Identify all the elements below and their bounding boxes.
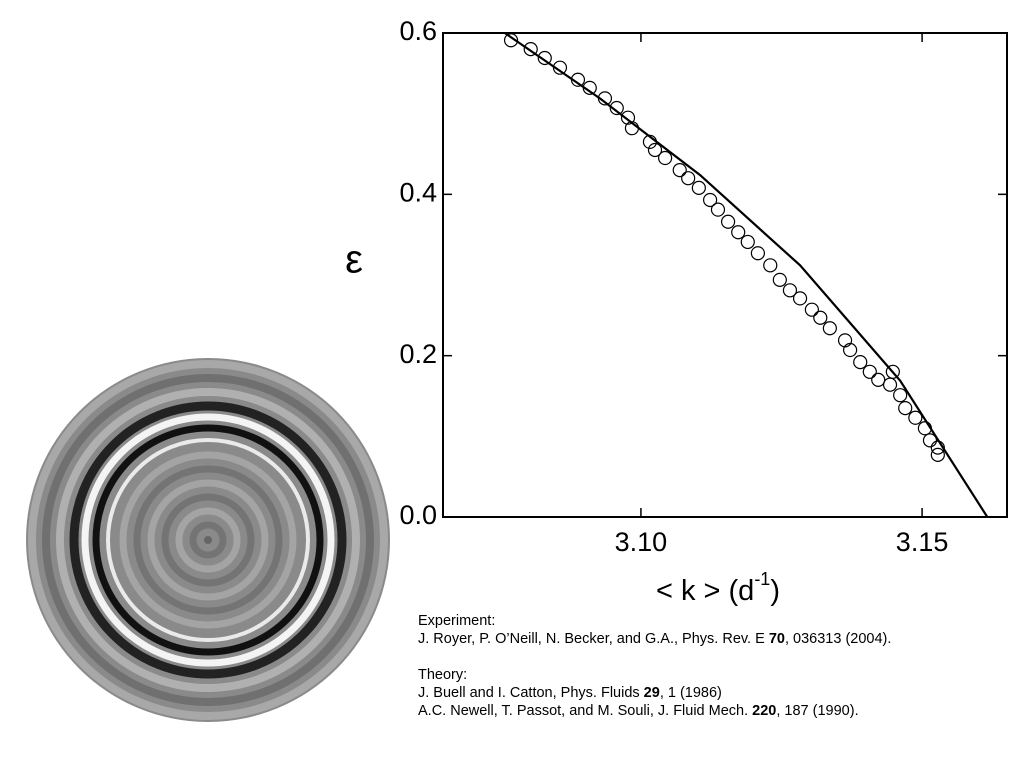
data-point [908,410,923,425]
data-point [740,234,755,250]
data-point [782,283,798,298]
data-point [837,333,853,348]
data-point [681,171,696,186]
data-point [658,150,673,166]
data-point [647,142,663,158]
data-point [853,355,868,370]
reference-text: , 036313 (2004). [784,631,892,647]
data-point [893,388,908,403]
data-point [763,258,778,273]
reference-line: A.C. Newell, T. Passot, and M. Souli, J.… [418,702,891,720]
data-point [922,433,938,448]
data-point [620,110,636,125]
data-point [691,180,706,195]
data-point [871,372,886,387]
reference-text: 29 [643,685,660,701]
plot-frame [442,32,1008,518]
reference-block: Theory: J. Buell and I. Catton, Phys. Flu… [418,666,891,720]
data-point [885,364,900,379]
data-point [731,225,746,240]
reference-line: J. Buell and I. Catton, Phys. Fluids 29,… [418,684,891,702]
y-tick-label: 0.2 [399,339,437,369]
data-point [750,246,765,261]
reference-block: Experiment: J. Royer, P. O’Neill, N. Beck… [418,612,891,648]
data-point [882,377,898,392]
data-point [862,364,877,379]
data-point [930,447,945,462]
reference-text: 220 [752,703,777,719]
data-point [672,163,687,178]
y-tick-label: 0.0 [399,500,437,530]
reference-text: 70 [768,631,785,647]
data-point [720,214,736,229]
y-tick-label: 0.4 [399,177,437,207]
x-axis-label-part: -1 [754,569,770,589]
data-point [523,42,538,57]
reference-text: , 187 (1990). [776,703,859,719]
data-point [792,291,808,306]
data-point [537,50,552,66]
reference-heading: Experiment: [418,613,496,629]
reference-text: J. Buell and I. Catton, Phys. Fluids [418,685,644,701]
chart: 0.0 0.2 0.4 0.6 3.10 3.15 ε < k > (d-1) [345,16,1008,607]
reference-line: J. Royer, P. O’Neill, N. Becker, and G.A… [418,630,891,648]
data-point [503,33,519,48]
reference-text: J. Royer, P. O’Neill, N. Becker, and G.A… [418,631,769,647]
ring-pattern [26,358,390,722]
data-point [772,272,787,287]
data-point [804,302,819,317]
data-point [843,342,858,358]
fit-line [504,32,989,518]
y-tick-label: 0.6 [399,16,437,46]
data-point [710,202,726,217]
data-point [813,310,828,325]
data-point [822,321,837,336]
references: Experiment: J. Royer, P. O’Neill, N. Beck… [418,612,891,738]
data-point [702,192,718,208]
reference-heading: Theory: [418,667,468,683]
x-axis-label-part: ) [770,575,780,607]
reference-text: A.C. Newell, T. Passot, and M. Souli, J.… [418,703,753,719]
y-axis-label: ε [345,238,363,282]
x-axis-label: < k > (d-1) [656,569,780,607]
x-tick-label: 3.10 [615,527,668,557]
reference-text: , 1 (1986) [659,685,722,701]
data-point [609,100,624,116]
data-point [898,401,913,416]
x-tick-label: 3.15 [896,527,949,557]
x-axis-label-part: < k > (d [656,575,754,607]
